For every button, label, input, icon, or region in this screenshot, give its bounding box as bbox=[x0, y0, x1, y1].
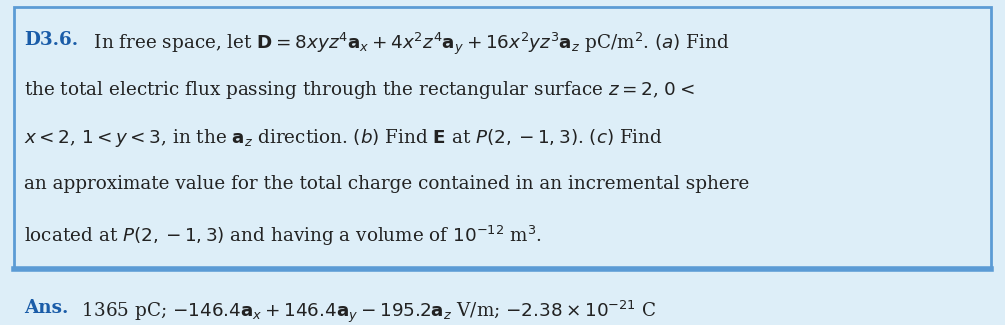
FancyBboxPatch shape bbox=[14, 7, 991, 269]
Text: 1365 pC; $-146.4\mathbf{a}_x + 146.4\mathbf{a}_y - 195.2\mathbf{a}_z$ V/m; $-2.3: 1365 pC; $-146.4\mathbf{a}_x + 146.4\mat… bbox=[76, 299, 656, 325]
Text: located at $P(2, -1, 3)$ and having a volume of $10^{-12}$ m$^3$.: located at $P(2, -1, 3)$ and having a vo… bbox=[24, 224, 542, 248]
Text: an approximate value for the total charge contained in an incremental sphere: an approximate value for the total charg… bbox=[24, 176, 750, 193]
Text: In free space, let $\mathbf{D} = 8xyz^4\mathbf{a}_x+4x^2z^4\mathbf{a}_y+16x^2yz^: In free space, let $\mathbf{D} = 8xyz^4\… bbox=[88, 31, 730, 57]
Text: D3.6.: D3.6. bbox=[24, 31, 78, 48]
Text: the total electric flux passing through the rectangular surface $z = 2$, $0 <$: the total electric flux passing through … bbox=[24, 79, 694, 101]
Text: Ans.: Ans. bbox=[24, 299, 68, 317]
Text: $x < 2$, $1 < y < 3$, in the $\mathbf{a}_z$ direction. $(b)$ Find $\mathbf{E}$ a: $x < 2$, $1 < y < 3$, in the $\mathbf{a}… bbox=[24, 127, 663, 149]
